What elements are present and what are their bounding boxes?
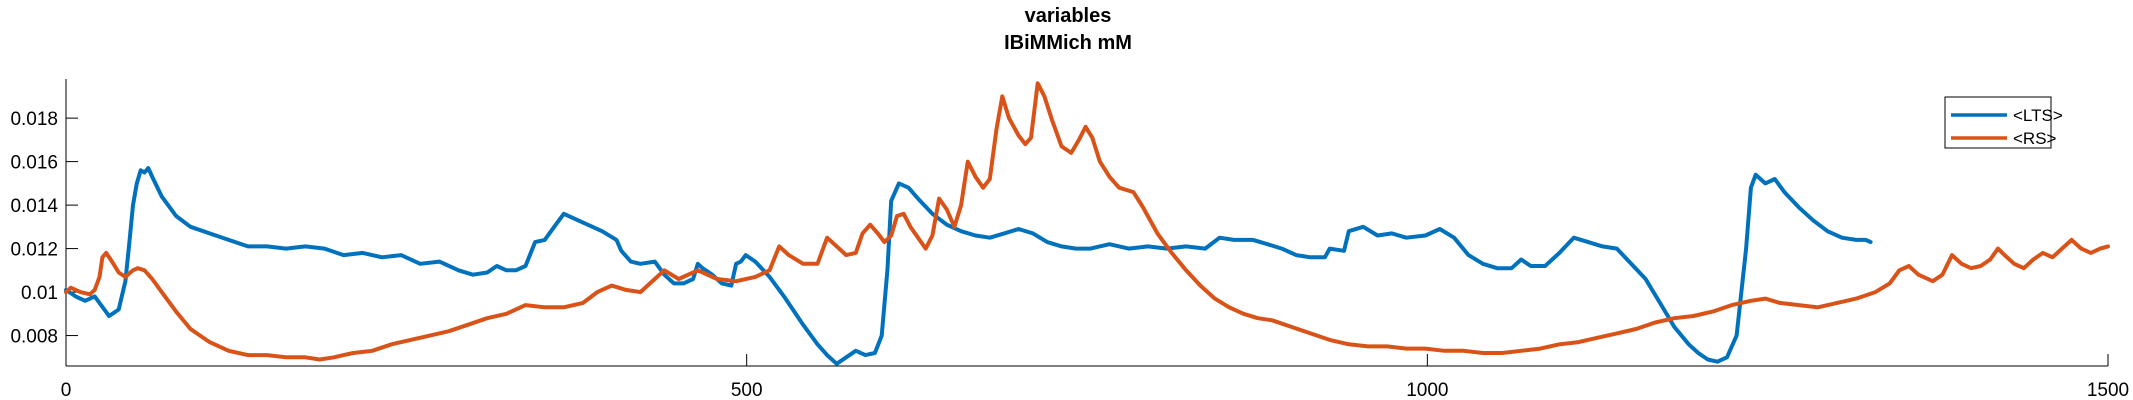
tick-labels: 0 500 1000 1500 0.008 0.01 0.012 0.014 0.016 0.01…	[10, 109, 2129, 400]
y-tick-label: 0.018	[10, 109, 58, 130]
x-tick-label: 500	[731, 380, 763, 400]
x-tick-label: 1000	[1406, 380, 1448, 400]
y-tick-label: 0.012	[10, 240, 58, 261]
series-line-rs	[64, 81, 2110, 362]
legend-label-lts: <LTS>	[2013, 106, 2063, 125]
y-tick-label: 0.008	[10, 327, 58, 348]
chart-title: variables	[1025, 5, 1112, 27]
legend-label-rs: <RS>	[2013, 129, 2057, 148]
y-tick-label: 0.016	[10, 153, 58, 174]
axes	[65, 79, 2109, 367]
y-tick-label: 0.014	[10, 196, 58, 217]
legend: <LTS> <RS>	[1944, 96, 2063, 149]
y-tick-label: 0.01	[21, 283, 58, 304]
data-series	[64, 81, 2110, 366]
x-tick-label: 0	[61, 380, 72, 400]
x-tick-label: 1500	[2087, 380, 2129, 400]
chart-subtitle: IBiMMich mM	[1004, 32, 1132, 54]
series-line-lts	[64, 166, 1873, 366]
